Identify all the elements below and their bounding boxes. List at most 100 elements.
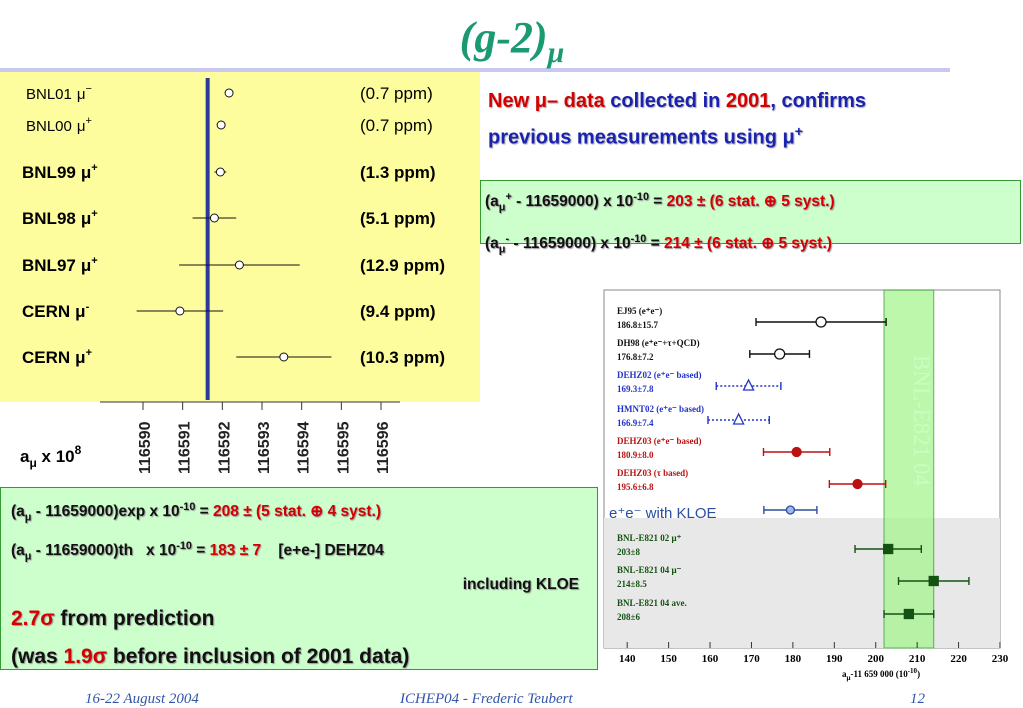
footer-date: 16-22 August 2004 (85, 691, 199, 707)
text: BNL00 (26, 118, 72, 135)
text: before inclusion of 2001 data) (107, 644, 410, 668)
text: CERN (22, 348, 70, 367)
text: 2.7σ (11, 606, 55, 630)
text: -10 (179, 501, 196, 513)
text: - 11659000) x 10 (511, 193, 634, 211)
data-point (852, 478, 863, 490)
text: μ (81, 256, 91, 275)
data-point (883, 543, 894, 555)
text: 214 ± (6 stat. ⊕ 5 syst.) (663, 235, 832, 253)
data-point (903, 608, 915, 620)
title-rule (0, 68, 950, 72)
text: μ (75, 302, 85, 321)
text: μ (782, 126, 795, 149)
x-tick-label: 116595 (335, 421, 352, 474)
text: + (91, 208, 97, 220)
text: + (91, 162, 97, 174)
value-label: 166.9±7.4 (617, 418, 654, 428)
text: μ (24, 511, 32, 524)
entry-label: DEHZ02 (e⁺e⁻ based) (617, 370, 702, 380)
text: = (649, 193, 667, 211)
data-point (928, 575, 939, 587)
value-label: 203±8 (617, 547, 640, 557)
text: -10 (908, 667, 918, 675)
x-tick-label: 210 (909, 653, 926, 665)
text: μ (81, 163, 91, 182)
text: – data (546, 90, 605, 112)
value-label: 208±6 (617, 612, 640, 622)
x-tick-label: 116593 (256, 421, 273, 474)
text: (a (11, 503, 25, 521)
data-point (732, 412, 745, 425)
data-point (815, 316, 827, 328)
footer-page: 12 (910, 691, 926, 707)
text: μ (29, 456, 36, 470)
x-tick-label: 200 (867, 653, 884, 665)
x-tick-label: 116596 (375, 421, 392, 474)
value-label: 214±8.5 (617, 579, 647, 589)
text: BNL99 (22, 163, 76, 182)
text: -11 659 000 (10 (850, 669, 908, 679)
data-point (224, 88, 234, 98)
data-point (742, 378, 755, 391)
value-label: 186.8±15.7 (617, 320, 658, 330)
text: − (86, 83, 92, 95)
entry-label: BNL01 μ− (26, 83, 92, 103)
text: μ (77, 118, 86, 135)
text: New (488, 90, 535, 112)
text: - (86, 301, 90, 313)
text: x 10 (37, 447, 75, 466)
data-point (215, 167, 225, 177)
x-tick-label: 160 (702, 653, 719, 665)
precision-label: (0.7 ppm) (360, 84, 433, 103)
text: μ (847, 674, 851, 682)
text: μ (498, 201, 506, 214)
x-tick-label: 190 (826, 653, 843, 665)
text: -10 (176, 540, 192, 553)
precision-label: (1.3 ppm) (360, 163, 436, 182)
text: + (505, 191, 512, 203)
value-label: 180.9±8.0 (617, 450, 654, 460)
data-point (773, 348, 786, 360)
value-label: 169.3±7.8 (617, 384, 654, 394)
x-tick-label: 220 (950, 653, 967, 665)
entry-label: e⁺e⁻ with KLOE (609, 505, 717, 522)
title-sub: μ (546, 36, 565, 69)
text: from prediction (54, 606, 215, 630)
precision-label: (10.3 ppm) (360, 348, 445, 367)
footer-author: ICHEP04 - Frederic Teubert (399, 691, 573, 707)
text: 8 (75, 443, 82, 457)
precision-label: (12.9 ppm) (360, 256, 445, 275)
x-tick-label: 180 (785, 653, 802, 665)
text: ) (917, 669, 920, 679)
x-tick-label: 116592 (216, 421, 233, 474)
text: + (794, 123, 803, 139)
entry-label: CERN μ- (22, 301, 90, 321)
text: BNL01 (26, 86, 72, 103)
entry-label: BNL-E821 02 μ⁺ (617, 533, 682, 543)
text: CERN (22, 302, 70, 321)
x-tick-label: 140 (619, 653, 636, 665)
text: = (195, 503, 214, 521)
entry-label: CERN μ+ (22, 347, 92, 367)
title-text: (g-2) (460, 13, 548, 62)
text: + (91, 255, 97, 267)
title: (g-2)μ (460, 13, 565, 69)
x-tick-label: 116590 (137, 421, 154, 474)
entry-label: DEHZ03 (τ based) (617, 468, 688, 478)
value-label: 195.6±6.8 (617, 482, 654, 492)
data-point (785, 505, 796, 515)
text: μ (498, 243, 506, 256)
text: -10 (630, 233, 647, 246)
text: μ (75, 348, 85, 367)
x-tick-label: 116591 (177, 421, 194, 474)
entry-label: EJ95 (e⁺e⁻) (617, 306, 662, 316)
entry-label: DEHZ03 (e⁺e⁻ based) (617, 436, 702, 446)
value-label: 176.8±7.2 (617, 352, 654, 362)
x-tick-label: 150 (660, 653, 677, 665)
axis-label: aμ-11 659 000 (10-10) (842, 667, 920, 682)
text: (a (485, 193, 499, 211)
entry-label: BNL99 μ+ (22, 162, 98, 182)
entry-label: BNL98 μ+ (22, 208, 98, 228)
